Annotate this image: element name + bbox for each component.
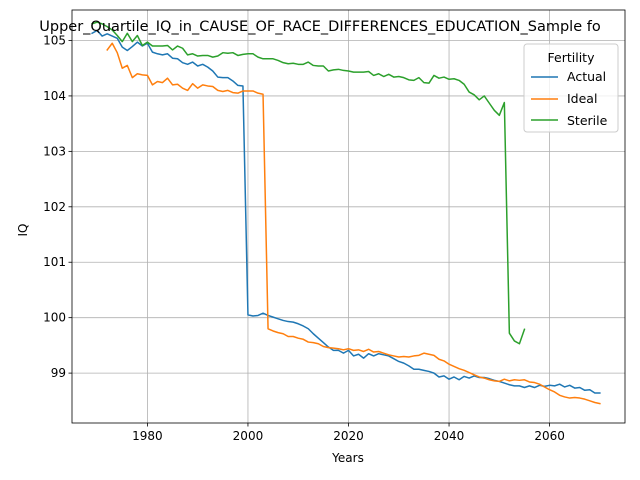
legend-title: Fertility [548, 50, 596, 65]
y-tick-label: 104 [43, 89, 66, 103]
y-tick-label: 99 [51, 366, 66, 380]
y-axis-label: IQ [16, 224, 30, 237]
legend-entry-sterile: Sterile [567, 113, 608, 128]
y-tick-label: 102 [43, 200, 66, 214]
legend: Fertility Actual Ideal Sterile [524, 44, 618, 132]
legend-entry-actual: Actual [567, 69, 606, 84]
x-tick-label: 2040 [434, 429, 465, 443]
x-tick-label: 2060 [534, 429, 565, 443]
x-tick-label: 2000 [233, 429, 264, 443]
chart-title: Upper_Quartile_IQ_in_CAUSE_OF_RACE_DIFFE… [39, 19, 601, 35]
y-tick-label: 103 [43, 144, 66, 158]
y-tick-label: 101 [43, 255, 66, 269]
legend-entry-ideal: Ideal [567, 91, 597, 106]
y-tick-label: 100 [43, 311, 66, 325]
x-tick-label: 1980 [132, 429, 163, 443]
y-tick-label: 105 [43, 33, 66, 47]
x-axis-label: Years [331, 451, 364, 465]
x-tick-label: 2020 [333, 429, 364, 443]
